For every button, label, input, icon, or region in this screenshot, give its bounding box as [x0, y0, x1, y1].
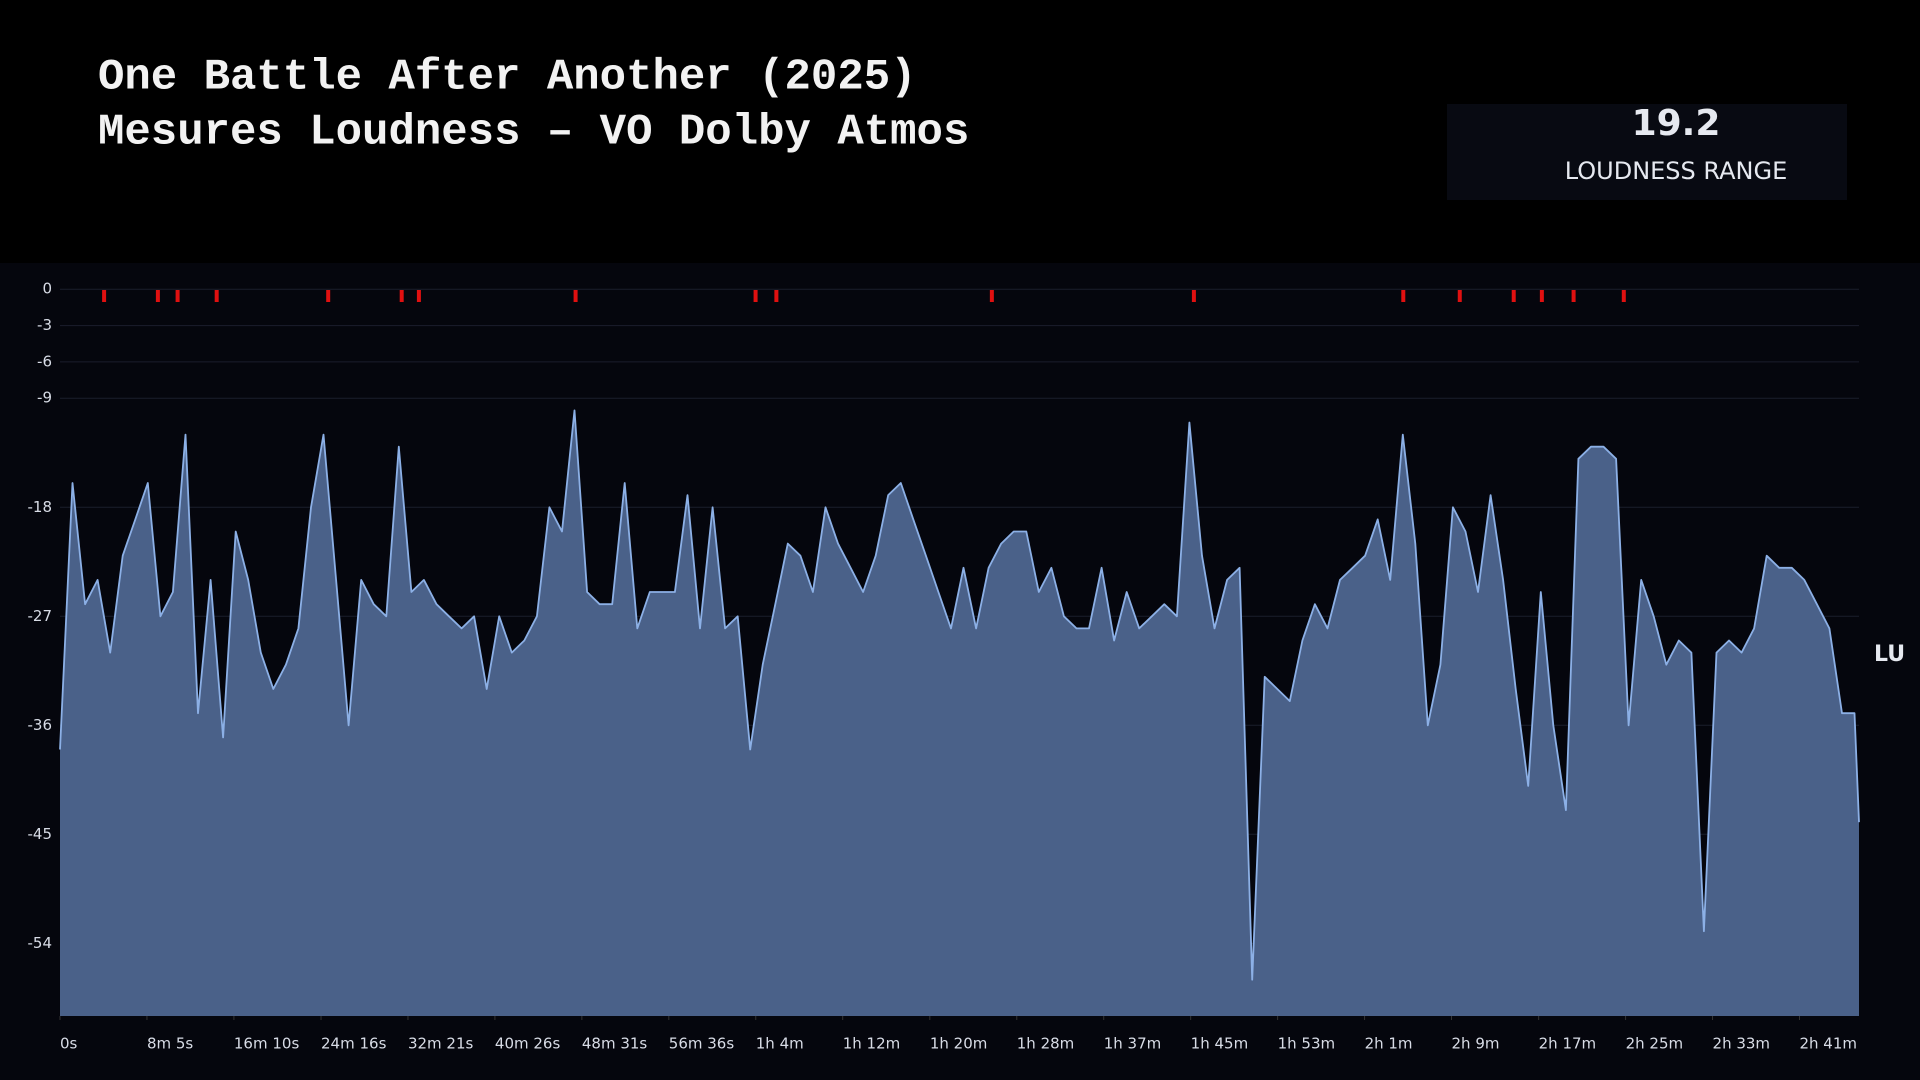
x-tick-label: 8m 5s [147, 1035, 193, 1053]
x-tick-label: 48m 31s [582, 1035, 648, 1053]
peak-marker [155, 290, 160, 302]
x-tick-label: 56m 36s [669, 1035, 735, 1053]
x-tick-label: 32m 21s [408, 1035, 474, 1053]
peak-marker [989, 290, 994, 302]
area-line [59, 409, 1860, 981]
x-tick-label: 40m 26s [495, 1035, 561, 1053]
stat-box [1447, 104, 1847, 200]
area-fill [60, 410, 1859, 1016]
peak-marker [1539, 290, 1544, 302]
x-tick-label: 2h 1m [1365, 1035, 1413, 1053]
y-tick-label: -6 [37, 352, 52, 370]
y-tick-label: -18 [28, 498, 53, 516]
peak-marker [102, 290, 107, 302]
x-tick-label: 2h 25m [1626, 1035, 1684, 1053]
x-tick-label: 1h 20m [930, 1035, 988, 1053]
x-tick-label: 16m 10s [234, 1035, 300, 1053]
y-tick-label: -9 [37, 389, 52, 407]
y-tick-label: -36 [28, 716, 53, 734]
x-tick-label: 0s [60, 1035, 78, 1053]
x-tick-label: 2h 41m [1799, 1035, 1857, 1053]
y-axis-label: LU [1874, 642, 1905, 667]
y-tick-label: -3 [37, 316, 52, 334]
peak-marker [1457, 290, 1462, 302]
stat-label: LOUDNESS RANGE [1565, 157, 1788, 185]
peak-marker [416, 290, 421, 302]
chart-subtitle: Mesures Loudness – VO Dolby Atmos [98, 108, 969, 158]
x-tick-label: 1h 28m [1017, 1035, 1075, 1053]
peak-marker [1191, 290, 1196, 302]
x-tick-label: 24m 16s [321, 1035, 387, 1053]
y-tick-label: -54 [28, 934, 53, 952]
x-tick-label: 1h 45m [1191, 1035, 1249, 1053]
x-tick-label: 1h 12m [843, 1035, 901, 1053]
peak-marker [214, 290, 219, 302]
peak-marker [753, 290, 758, 302]
x-tick-label: 1h 53m [1278, 1035, 1336, 1053]
y-tick-label: -45 [28, 825, 53, 843]
peak-marker [175, 290, 180, 302]
peak-marker [1621, 290, 1626, 302]
peak-marker [774, 290, 779, 302]
x-tick-label: 1h 4m [756, 1035, 804, 1053]
peak-marker [399, 290, 404, 302]
peak-marker [1511, 290, 1516, 302]
stat-value: 19.2 [1632, 103, 1721, 144]
x-tick-label: 2h 17m [1539, 1035, 1597, 1053]
x-tick-label: 2h 9m [1452, 1035, 1500, 1053]
x-tick-label: 2h 33m [1713, 1035, 1771, 1053]
chart-title: One Battle After Another (2025) [98, 53, 917, 103]
peak-marker [1401, 290, 1406, 302]
y-tick-label: -27 [28, 607, 53, 625]
peak-marker [573, 290, 578, 302]
y-tick-label: 0 [42, 280, 52, 298]
peak-marker [1571, 290, 1576, 302]
peak-marker [326, 290, 331, 302]
x-tick-label: 1h 37m [1104, 1035, 1162, 1053]
